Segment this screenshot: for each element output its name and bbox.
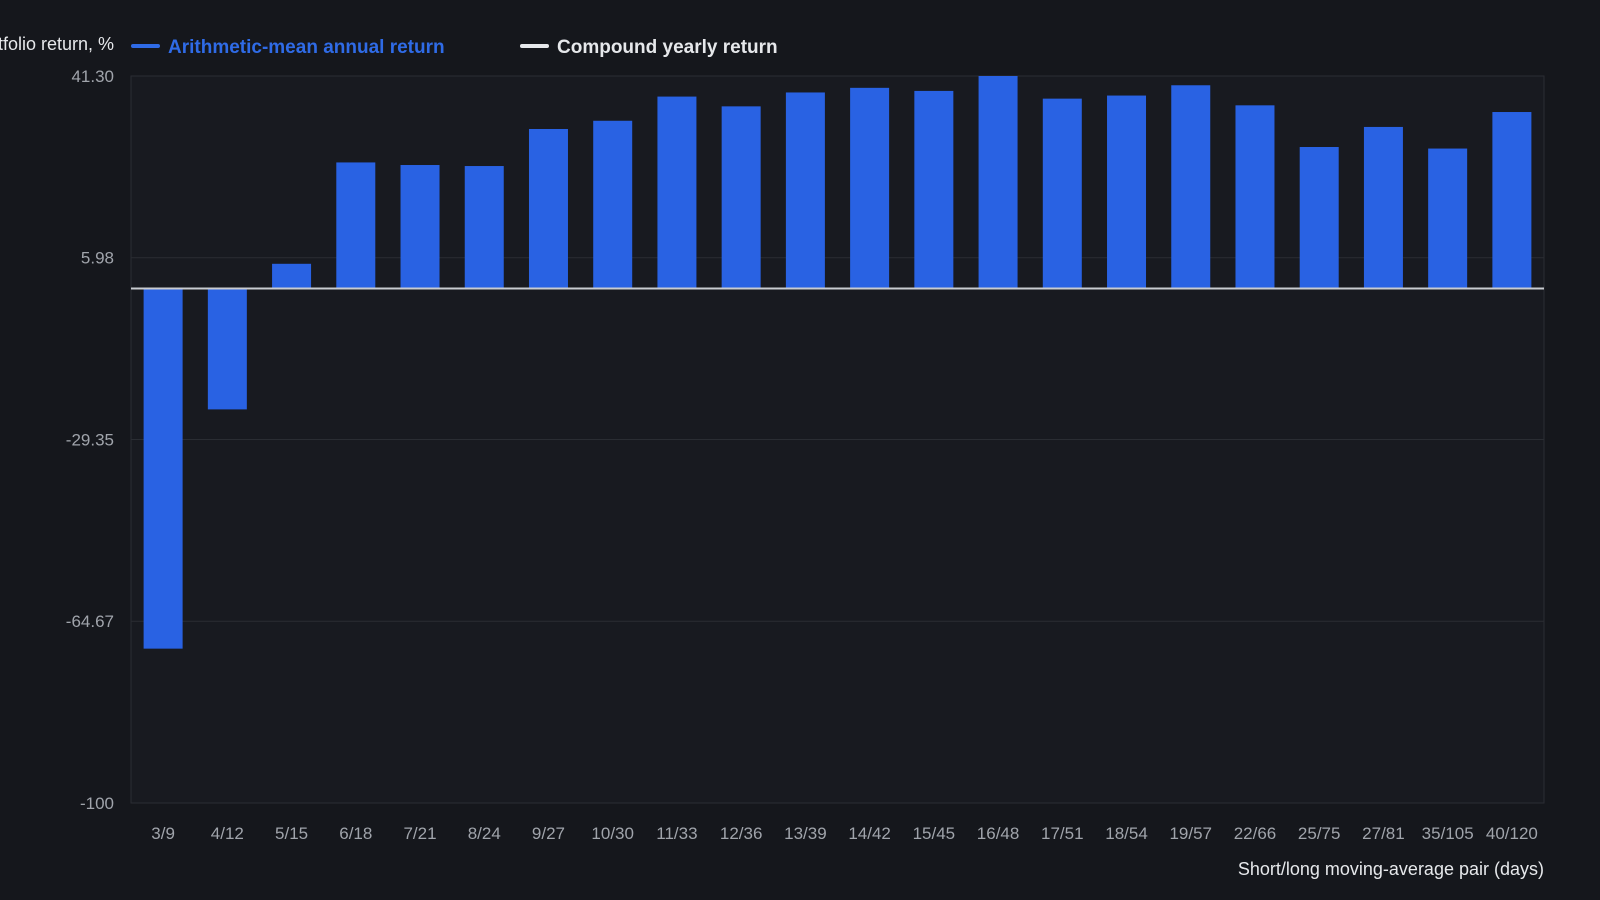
bar: [336, 162, 376, 289]
legend-swatch-compound: [520, 44, 549, 48]
x-tick-label: 9/27: [532, 824, 565, 843]
y-tick-label: -100: [80, 794, 114, 813]
x-tick-label: 14/42: [848, 824, 891, 843]
bar: [850, 87, 890, 289]
x-tick-label: 16/48: [977, 824, 1020, 843]
bar: [1363, 126, 1403, 289]
bar: [593, 120, 633, 289]
x-tick-label: 22/66: [1234, 824, 1277, 843]
bars: [143, 76, 1532, 649]
bar: [1428, 148, 1468, 289]
x-tick-label: 13/39: [784, 824, 827, 843]
x-tick-label: 11/33: [656, 824, 697, 843]
bar: [657, 96, 697, 289]
bar: [721, 106, 761, 289]
bar: [785, 92, 825, 289]
bar: [914, 90, 954, 289]
x-tick-label: 19/57: [1169, 824, 1212, 843]
x-tick-label: 10/30: [591, 824, 634, 843]
x-tick-label: 8/24: [468, 824, 501, 843]
bar: [1171, 85, 1211, 289]
y-tick-label: -29.35: [66, 431, 114, 450]
x-tick-label: 3/9: [151, 824, 175, 843]
x-tick-label: 5/15: [275, 824, 308, 843]
bar: [1042, 98, 1082, 289]
x-tick-label: 15/45: [913, 824, 956, 843]
x-tick-label: 18/54: [1105, 824, 1148, 843]
y-tick-label: 41.30: [71, 67, 114, 86]
legend: Arithmetic-mean annual return Compound y…: [131, 37, 778, 58]
x-tick-label: 25/75: [1298, 824, 1341, 843]
y-tick-labels: 41.30 5.98 -29.35 -64.67 -100: [66, 67, 114, 813]
bar: [400, 165, 440, 289]
bar: [1107, 95, 1147, 289]
bar: [464, 166, 504, 289]
bar: [143, 288, 183, 649]
bar: [528, 128, 568, 289]
x-tick-label: 4/12: [211, 824, 244, 843]
legend-label-arithmetic: Arithmetic-mean annual return: [168, 37, 445, 58]
x-tick-label: 27/81: [1362, 824, 1405, 843]
x-tick-label: 35/105: [1422, 824, 1474, 843]
bar: [978, 76, 1018, 289]
bar: [1299, 147, 1339, 289]
x-tick-label: 17/51: [1041, 824, 1084, 843]
x-tick-label: 40/120: [1486, 824, 1538, 843]
x-tick-label: 7/21: [403, 824, 436, 843]
legend-label-compound: Compound yearly return: [557, 37, 778, 58]
y-tick-label: 5.98: [81, 249, 114, 268]
x-tick-label: 6/18: [339, 824, 372, 843]
y-axis-label: Portfolio return, %: [0, 34, 114, 54]
bar: [1235, 105, 1275, 289]
bar: [1492, 112, 1532, 289]
bar: [207, 288, 247, 410]
bar: [272, 263, 312, 289]
x-tick-labels: 3/9 4/12 5/15 6/18 7/21 8/24 9/27 10/30 11/33 12/…: [151, 824, 1538, 843]
x-axis-label: Short/long moving-average pair (days): [1238, 859, 1544, 879]
y-tick-label: -64.67: [66, 612, 114, 631]
x-tick-label: 12/36: [720, 824, 763, 843]
legend-swatch-arithmetic: [131, 44, 160, 48]
